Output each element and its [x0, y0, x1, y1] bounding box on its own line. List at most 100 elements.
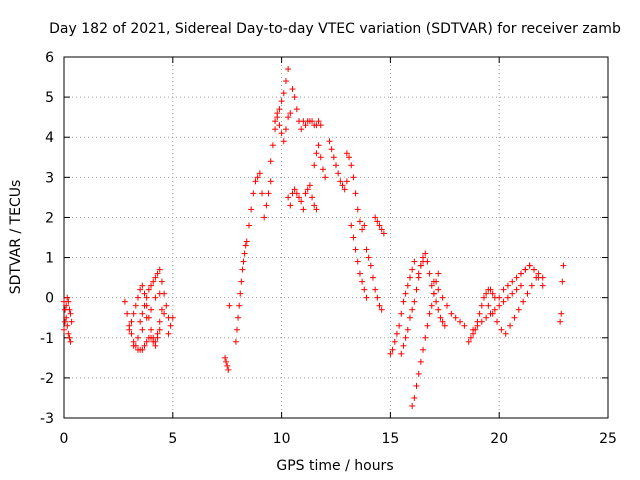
- data-point: [402, 290, 409, 297]
- data-point: [143, 314, 150, 321]
- data-point: [272, 126, 279, 133]
- data-point: [350, 234, 357, 241]
- data-point: [531, 266, 538, 273]
- data-point: [363, 246, 370, 253]
- data-point: [406, 274, 413, 281]
- data-point: [430, 290, 437, 297]
- data-point: [478, 318, 485, 325]
- data-point: [515, 306, 522, 313]
- data-point: [343, 178, 350, 185]
- data-point: [126, 326, 133, 333]
- data-point: [145, 286, 152, 293]
- data-point: [256, 170, 263, 177]
- data-point: [224, 362, 231, 369]
- y-tick-label: 2: [45, 210, 54, 226]
- data-point: [68, 318, 75, 325]
- data-point: [67, 338, 74, 345]
- data-point: [513, 274, 520, 281]
- data-point: [404, 326, 411, 333]
- data-point: [293, 190, 300, 197]
- data-point: [161, 310, 168, 317]
- x-tick-label: 25: [599, 431, 617, 447]
- data-point: [285, 66, 292, 73]
- data-point: [389, 346, 396, 353]
- data-point: [313, 206, 320, 213]
- data-point: [339, 182, 346, 189]
- data-point: [380, 230, 387, 237]
- data-point: [137, 286, 144, 293]
- data-point: [261, 214, 268, 221]
- grid-lines: [64, 57, 608, 418]
- data-point: [520, 298, 527, 305]
- data-point: [326, 138, 333, 145]
- data-point: [400, 298, 407, 305]
- data-point: [539, 274, 546, 281]
- data-point: [152, 338, 159, 345]
- data-point: [504, 294, 511, 301]
- data-point: [322, 174, 329, 181]
- data-point: [121, 298, 128, 305]
- data-point: [265, 190, 272, 197]
- data-point: [398, 310, 405, 317]
- data-point: [426, 310, 433, 317]
- data-point: [280, 138, 287, 145]
- data-point: [424, 258, 431, 265]
- y-axis-label: SDTVAR / TECUs: [8, 180, 24, 295]
- data-point: [411, 298, 418, 305]
- data-point: [350, 174, 357, 181]
- data-point: [278, 98, 285, 105]
- data-point: [343, 150, 350, 157]
- data-point: [539, 282, 546, 289]
- data-point: [489, 290, 496, 297]
- data-point: [361, 286, 368, 293]
- data-point: [491, 306, 498, 313]
- data-point: [489, 310, 496, 317]
- data-point: [378, 306, 385, 313]
- y-tick-label: -1: [40, 331, 54, 347]
- x-tick-label: 0: [60, 431, 69, 447]
- data-point: [424, 322, 431, 329]
- data-point: [435, 286, 442, 293]
- data-point: [535, 270, 542, 277]
- data-point: [233, 326, 240, 333]
- data-point: [372, 286, 379, 293]
- data-point: [289, 86, 296, 93]
- data-point: [391, 338, 398, 345]
- data-point: [348, 222, 355, 229]
- data-point: [420, 254, 427, 261]
- data-point: [498, 326, 505, 333]
- data-point: [470, 326, 477, 333]
- data-point: [435, 306, 442, 313]
- data-point: [376, 222, 383, 229]
- x-tick-label: 15: [381, 431, 399, 447]
- data-point: [141, 290, 148, 297]
- data-point: [65, 330, 72, 337]
- data-point: [330, 154, 337, 161]
- data-point: [285, 194, 292, 201]
- data-point: [245, 222, 252, 229]
- data-point: [452, 314, 459, 321]
- data-point: [354, 206, 361, 213]
- x-tick-label: 20: [490, 431, 508, 447]
- data-point: [267, 178, 274, 185]
- data-point: [287, 202, 294, 209]
- data-point: [560, 262, 567, 269]
- data-point: [411, 394, 418, 401]
- data-point: [398, 350, 405, 357]
- data-point: [296, 194, 303, 201]
- data-point: [504, 282, 511, 289]
- data-point: [559, 278, 566, 285]
- data-point: [235, 314, 242, 321]
- data-point: [139, 310, 146, 317]
- data-point: [240, 258, 247, 265]
- data-point: [63, 302, 70, 309]
- data-point: [222, 354, 229, 361]
- data-point: [282, 78, 289, 85]
- data-point: [238, 278, 245, 285]
- data-point: [239, 266, 246, 273]
- data-point: [280, 90, 287, 97]
- data-point: [352, 246, 359, 253]
- data-point: [404, 282, 411, 289]
- data-point: [165, 330, 172, 337]
- data-point: [276, 106, 283, 113]
